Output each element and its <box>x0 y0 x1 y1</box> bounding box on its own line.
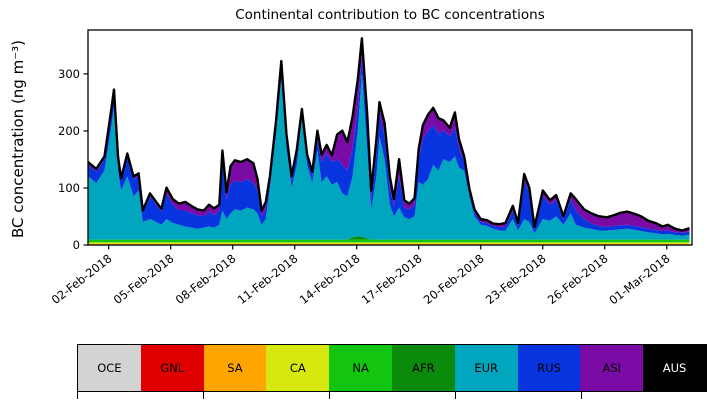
legend-axis-tick <box>203 392 205 399</box>
legend-item-NA: NA <box>329 345 392 391</box>
axes-frame <box>87 29 693 246</box>
x-tick-label: 14-Feb-2018 <box>297 251 363 307</box>
legend-axis-tick <box>329 392 331 399</box>
x-tick-label: 01-Mar-2018 <box>606 251 672 307</box>
legend-item-GNL: GNL <box>140 345 204 391</box>
legend-axis-tick <box>77 392 79 399</box>
x-tick-label: 02-Feb-2018 <box>49 251 115 307</box>
area-series-NA <box>88 239 690 243</box>
area-series-EUR <box>88 73 690 240</box>
y-tick-label: 100 <box>58 181 80 195</box>
total-outline <box>87 37 690 232</box>
y-axis-label: BC concentration (ng m⁻³) <box>9 40 27 238</box>
legend-axis-tick <box>581 392 583 399</box>
area-series-RUS <box>88 56 690 236</box>
legend-item-OCE: OCE <box>78 345 141 391</box>
legend-item-ASI: ASI <box>580 345 644 391</box>
x-tick-label: 26-Feb-2018 <box>545 251 611 307</box>
y-tick-label: 0 <box>73 238 80 252</box>
legend-item-RUS: RUS <box>517 345 581 391</box>
area-series-CA <box>88 242 690 244</box>
legend: OCE GNL SA CA NA AFR EUR RUS ASI AUS <box>77 344 707 392</box>
x-tick-label: 20-Feb-2018 <box>421 251 487 307</box>
legend-item-SA: SA <box>203 345 267 391</box>
legend-item-CA: CA <box>266 345 330 391</box>
y-tick-label: 300 <box>58 67 80 81</box>
y-tick-label: 200 <box>58 124 80 138</box>
x-tick-label: 11-Feb-2018 <box>235 251 301 307</box>
chart-title: Continental contribution to BC concentra… <box>235 7 545 23</box>
legend-axis-tick <box>455 392 457 399</box>
legend-item-EUR: EUR <box>454 345 518 391</box>
legend-item-AFR: AFR <box>391 345 455 391</box>
x-tick-label: 23-Feb-2018 <box>483 251 549 307</box>
x-tick-label: 05-Feb-2018 <box>111 251 177 307</box>
legend-item-AUS: AUS <box>643 345 706 391</box>
x-tick-label: 08-Feb-2018 <box>173 251 239 307</box>
x-tick-label: 17-Feb-2018 <box>359 251 425 307</box>
